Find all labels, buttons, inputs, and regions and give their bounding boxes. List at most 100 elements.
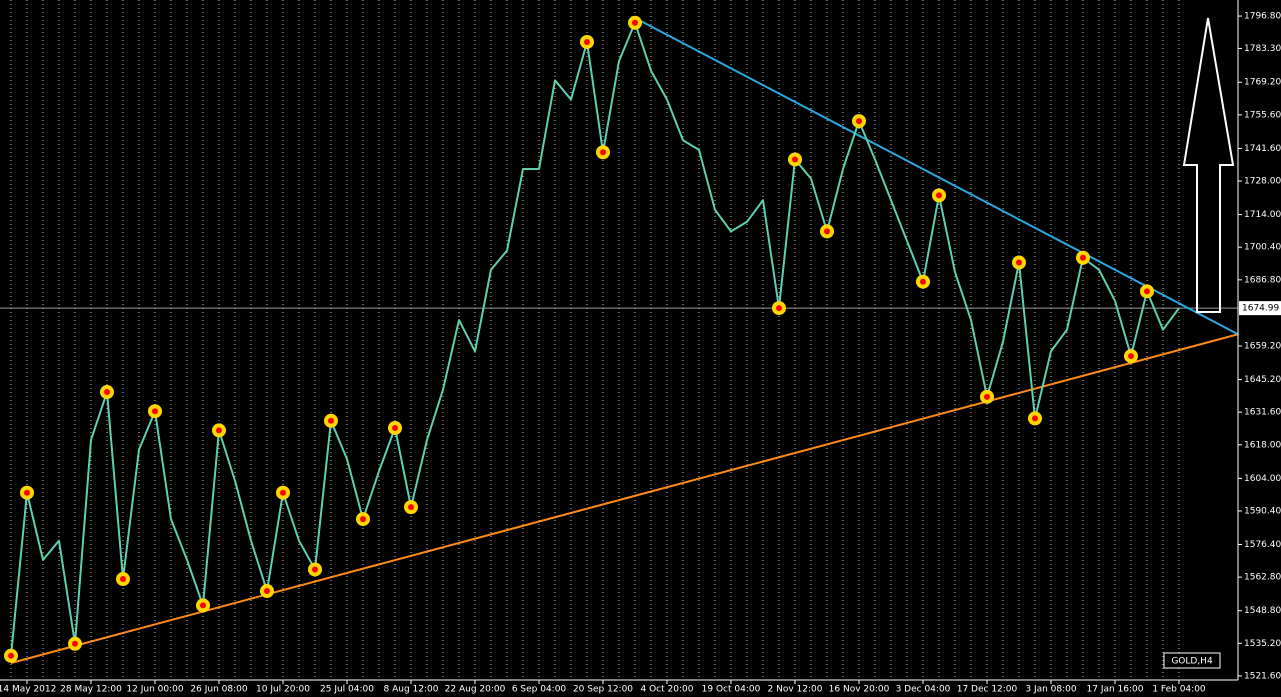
swing-dot bbox=[1128, 353, 1134, 360]
y-tick-label: 1659.20 bbox=[1244, 341, 1281, 351]
x-tick-label: 3 Dec 04:00 bbox=[896, 685, 951, 695]
x-tick-label: 6 Sep 04:00 bbox=[512, 685, 567, 695]
swing-dot bbox=[584, 38, 590, 45]
x-tick-label: 10 Jul 20:00 bbox=[256, 685, 310, 695]
x-tick-label: 3 Jan 08:00 bbox=[1025, 685, 1077, 695]
trend-line bbox=[10, 333, 1239, 664]
swing-marker bbox=[580, 34, 594, 49]
y-tick-label: 1755.60 bbox=[1244, 110, 1281, 120]
x-tick-label: 20 Sep 12:00 bbox=[573, 685, 633, 695]
swing-dot bbox=[392, 424, 398, 431]
swing-marker bbox=[148, 404, 162, 419]
swing-marker bbox=[20, 485, 34, 500]
y-tick-label: 1535.20 bbox=[1244, 639, 1281, 649]
swing-dot bbox=[312, 566, 318, 573]
price-line bbox=[10, 21, 1180, 656]
x-tick-label: 1 Feb 04:00 bbox=[1152, 685, 1206, 695]
swing-dot bbox=[120, 576, 126, 583]
swing-marker bbox=[196, 598, 210, 613]
swing-marker bbox=[628, 15, 642, 30]
swing-marker bbox=[324, 413, 338, 428]
x-tick-label: 16 Nov 20:00 bbox=[829, 685, 890, 695]
swing-marker bbox=[116, 572, 130, 587]
swing-dot bbox=[360, 516, 366, 523]
swing-dot bbox=[408, 504, 414, 511]
x-tick-label: 28 May 12:00 bbox=[60, 685, 122, 695]
swing-dot bbox=[920, 278, 926, 285]
y-tick-label: 1618.00 bbox=[1244, 440, 1281, 450]
swing-dot bbox=[104, 389, 110, 396]
swing-dot bbox=[856, 118, 862, 125]
swing-dot bbox=[152, 408, 158, 415]
swing-marker bbox=[100, 385, 114, 400]
trend-line bbox=[634, 17, 1239, 336]
swing-marker bbox=[932, 188, 946, 203]
swing-marker bbox=[788, 152, 802, 167]
y-tick-label: 1796.80 bbox=[1244, 12, 1281, 22]
swing-marker bbox=[1076, 250, 1090, 265]
current-price-box bbox=[1239, 301, 1281, 316]
swing-marker bbox=[1124, 349, 1138, 364]
y-tick-label: 1576.40 bbox=[1244, 540, 1281, 550]
y-tick-label: 1562.80 bbox=[1244, 573, 1281, 583]
swing-marker bbox=[1028, 411, 1042, 426]
swing-marker bbox=[772, 301, 786, 316]
swing-dot bbox=[216, 427, 222, 434]
swing-marker bbox=[1012, 255, 1026, 270]
swing-dot bbox=[936, 192, 942, 199]
swing-dot bbox=[632, 19, 638, 26]
swing-dot bbox=[8, 652, 14, 659]
swing-dot bbox=[792, 156, 798, 163]
swing-dot bbox=[1032, 415, 1038, 422]
swing-marker bbox=[404, 500, 418, 515]
swing-dot bbox=[1080, 254, 1086, 261]
y-tick-label: 1548.80 bbox=[1244, 606, 1281, 616]
y-tick-label: 1700.40 bbox=[1244, 243, 1281, 253]
swing-marker bbox=[356, 512, 370, 527]
swing-dot bbox=[328, 417, 334, 424]
x-tick-label: 2 Nov 12:00 bbox=[768, 685, 823, 695]
x-tick-label: 26 Jun 08:00 bbox=[190, 685, 247, 695]
y-tick-label: 1590.40 bbox=[1244, 506, 1281, 516]
swing-marker bbox=[596, 145, 610, 160]
swing-dot bbox=[72, 640, 78, 647]
swing-marker bbox=[68, 636, 82, 651]
swing-marker bbox=[916, 274, 930, 289]
swing-marker bbox=[4, 648, 18, 663]
x-tick-label: 22 Aug 20:00 bbox=[445, 685, 506, 695]
x-tick-label: 14 May 2012 bbox=[0, 685, 56, 695]
swing-dot bbox=[1016, 259, 1022, 266]
y-tick-label: 1686.80 bbox=[1244, 275, 1281, 285]
x-tick-label: 17 Dec 12:00 bbox=[957, 685, 1018, 695]
x-tick-label: 17 Jan 16:00 bbox=[1087, 685, 1144, 695]
swing-marker bbox=[852, 114, 866, 129]
y-tick-label: 1769.20 bbox=[1244, 78, 1281, 88]
swing-dot bbox=[280, 489, 286, 496]
swing-marker bbox=[820, 224, 834, 239]
y-tick-label: 1783.30 bbox=[1244, 44, 1281, 54]
swing-marker bbox=[276, 485, 290, 500]
y-tick-label: 1728.00 bbox=[1244, 177, 1281, 187]
symbol-box bbox=[1163, 652, 1221, 669]
plot-layer bbox=[0, 0, 1239, 680]
up-arrow bbox=[1182, 17, 1235, 313]
swing-marker bbox=[1140, 284, 1154, 299]
swing-dot bbox=[600, 149, 606, 156]
swing-marker bbox=[388, 420, 402, 435]
x-tick-label: 25 Jul 04:00 bbox=[320, 685, 374, 695]
swing-dot bbox=[984, 393, 990, 400]
y-tick-label: 1741.60 bbox=[1244, 144, 1281, 154]
swing-dot bbox=[776, 305, 782, 312]
symbol-label: GOLD,H4 bbox=[1171, 657, 1213, 667]
swing-dot bbox=[200, 602, 206, 609]
swing-dot bbox=[264, 588, 270, 595]
swing-dot bbox=[24, 489, 30, 496]
current-price-label: 1674.99 bbox=[1242, 304, 1279, 314]
swing-dot bbox=[1144, 288, 1150, 295]
swing-marker bbox=[308, 562, 322, 577]
x-tick-label: 12 Jun 00:00 bbox=[126, 685, 183, 695]
x-tick-label: 8 Aug 12:00 bbox=[384, 685, 439, 695]
x-tick-label: 4 Oct 20:00 bbox=[641, 685, 694, 695]
y-tick-label: 1631.60 bbox=[1244, 408, 1281, 418]
y-tick-label: 1604.00 bbox=[1244, 474, 1281, 484]
